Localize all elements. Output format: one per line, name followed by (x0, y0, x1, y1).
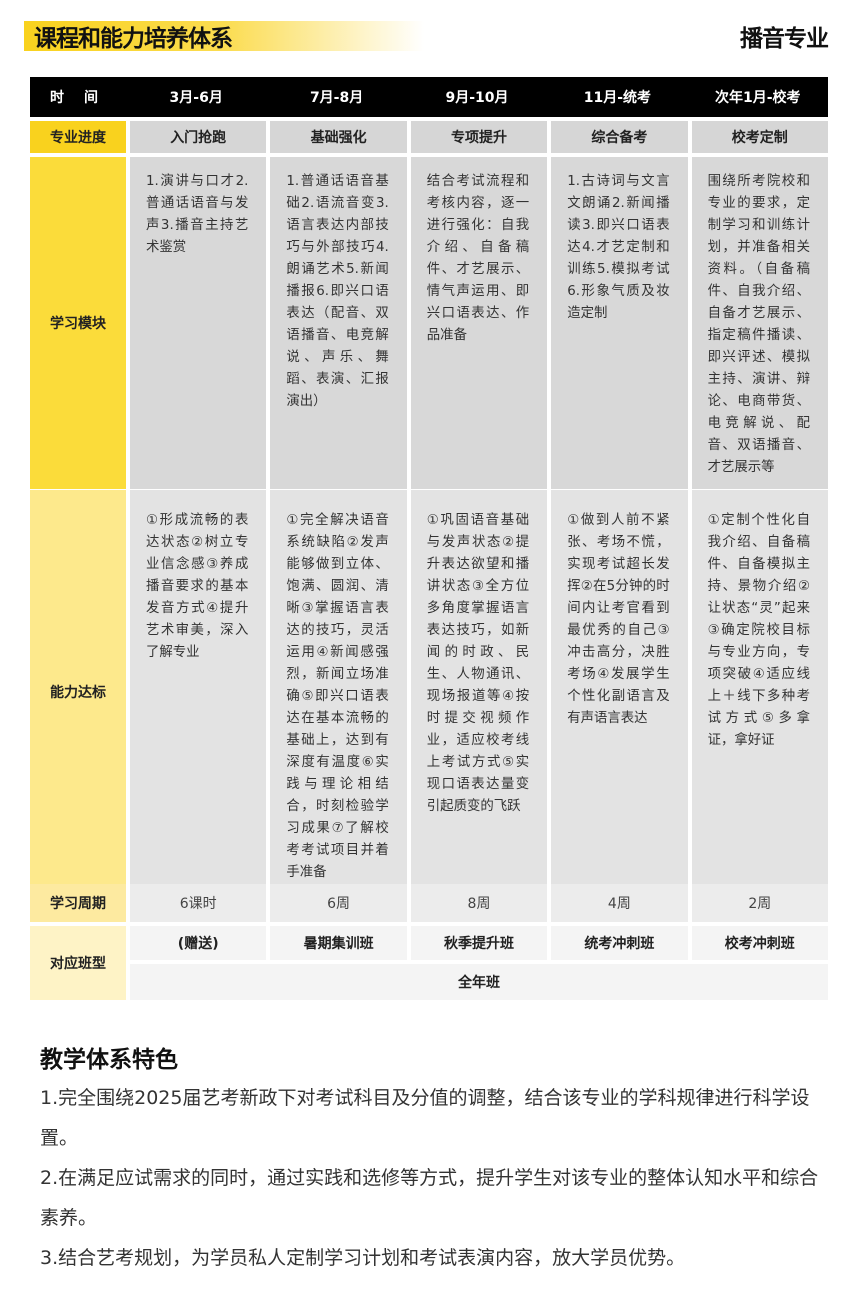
table-row-cycle: 学习周期 6课时 6周 8周 4周 2周 (30, 884, 828, 922)
feature-item: 3.结合艺考规划，为学员私人定制学习计划和考试表演内容，放大学员优势。 (40, 1247, 686, 1269)
table-row-progress: 专业进度 入门抢跑 基础强化 专项提升 综合备考 校考定制 (30, 121, 828, 153)
table-cell: 校考冲刺班 (691, 926, 828, 960)
table-cell: 1.普通话语音基础2.语流音变3.语言表达内部技巧与外部技巧4.朗诵艺术5.新闻… (270, 157, 407, 489)
features-list: 1.完全围绕2025届艺考新政下对考试科目及分值的调整，结合该专业的学科规律进行… (40, 1078, 825, 1278)
table-cell: 专项提升 (410, 121, 548, 153)
major-label: 播音专业 (740, 26, 829, 52)
period-header: 7月-8月 (309, 90, 364, 106)
full-year-class-cell: 全年班 (130, 964, 828, 1000)
table-cell: ①完全解决语音系统缺陷②发声能够做到立体、饱满、圆润、清晰③掌握语言表达的技巧，… (270, 490, 407, 894)
table-cell: 基础强化 (270, 121, 407, 153)
table-cell: 6周 (270, 884, 407, 922)
table-cell: ①定制个性化自我介绍、自备稿件、自备模拟主持、景物介绍②让状态“灵”起来③确定院… (691, 490, 828, 894)
table-cell: 2周 (691, 884, 828, 922)
period-header: 次年1月-校考 (715, 90, 801, 106)
row-label: 能力达标 (30, 490, 126, 894)
table-cell: 秋季提升班 (410, 926, 548, 960)
table-cell: 8周 (410, 884, 548, 922)
row-label: 学习周期 (30, 884, 126, 922)
title-highlight (24, 21, 424, 51)
table-header-row: 时间 3月-6月 7月-8月 9月-10月 11月-统考 次年1月-校考 (30, 77, 828, 117)
table-cell: 校考定制 (691, 121, 828, 153)
time-header: 时间 (50, 90, 118, 106)
feature-item: 1.完全围绕2025届艺考新政下对考试科目及分值的调整，结合该专业的学科规律进行… (40, 1087, 810, 1149)
features-heading: 教学体系特色 (40, 1047, 178, 1073)
table-cell: 暑期集训班 (270, 926, 407, 960)
row-label: 学习模块 (30, 157, 126, 489)
table-cell: ①形成流畅的表达状态②树立专业信念感③养成播音要求的基本发音方式④提升艺术审美，… (130, 490, 267, 894)
row-label: 专业进度 (30, 121, 126, 153)
period-header: 9月-10月 (445, 90, 509, 106)
table-cell: 入门抢跑 (130, 121, 267, 153)
period-header: 11月-统考 (583, 90, 652, 106)
table-cell: 4周 (551, 884, 688, 922)
table-row-classes: 对应班型 (赠送) 暑期集训班 秋季提升班 统考冲刺班 校考冲刺班 全年班 (30, 926, 828, 1000)
table-cell: ①巩固语音基础与发声状态②提升表达欲望和播讲状态③全方位多角度掌握语言表达技巧，… (410, 490, 548, 894)
table-cell: 综合备考 (551, 121, 688, 153)
table-cell: 1.演讲与口才2.普通话语音与发声3.播音主持艺术鉴赏 (130, 157, 267, 489)
table-row-abilities: 能力达标 ①形成流畅的表达状态②树立专业信念感③养成播音要求的基本发音方式④提升… (30, 490, 828, 894)
table-cell: 结合考试流程和考核内容，逐一进行强化：自我介绍、自备稿件、才艺展示、情气声运用、… (410, 157, 548, 489)
feature-item: 2.在满足应试需求的同时，通过实践和选修等方式，提升学生对该专业的整体认知水平和… (40, 1167, 819, 1229)
table-cell: 6课时 (130, 884, 267, 922)
table-cell: ①做到人前不紧张、考场不慌，实现考试超长发挥②在5分钟的时间内让考官看到最优秀的… (551, 490, 688, 894)
row-label: 对应班型 (30, 926, 126, 1000)
table-cell: 统考冲刺班 (551, 926, 688, 960)
table-cell: 围绕所考院校和专业的要求，定制学习和训练计划，并准备相关资料。（自备稿件、自我介… (691, 157, 828, 489)
curriculum-table: 时间 3月-6月 7月-8月 9月-10月 11月-统考 次年1月-校考 专业进… (30, 77, 828, 1000)
table-row-modules: 学习模块 1.演讲与口才2.普通话语音与发声3.播音主持艺术鉴赏 1.普通话语音… (30, 157, 828, 489)
period-header: 3月-6月 (169, 90, 223, 106)
page-title: 课程和能力培养体系 (34, 26, 233, 52)
table-cell: (赠送) (130, 926, 267, 960)
table-cell: 1.古诗词与文言文朗诵2.新闻播读3.即兴口语表达4.才艺定制和训练5.模拟考试… (551, 157, 688, 489)
